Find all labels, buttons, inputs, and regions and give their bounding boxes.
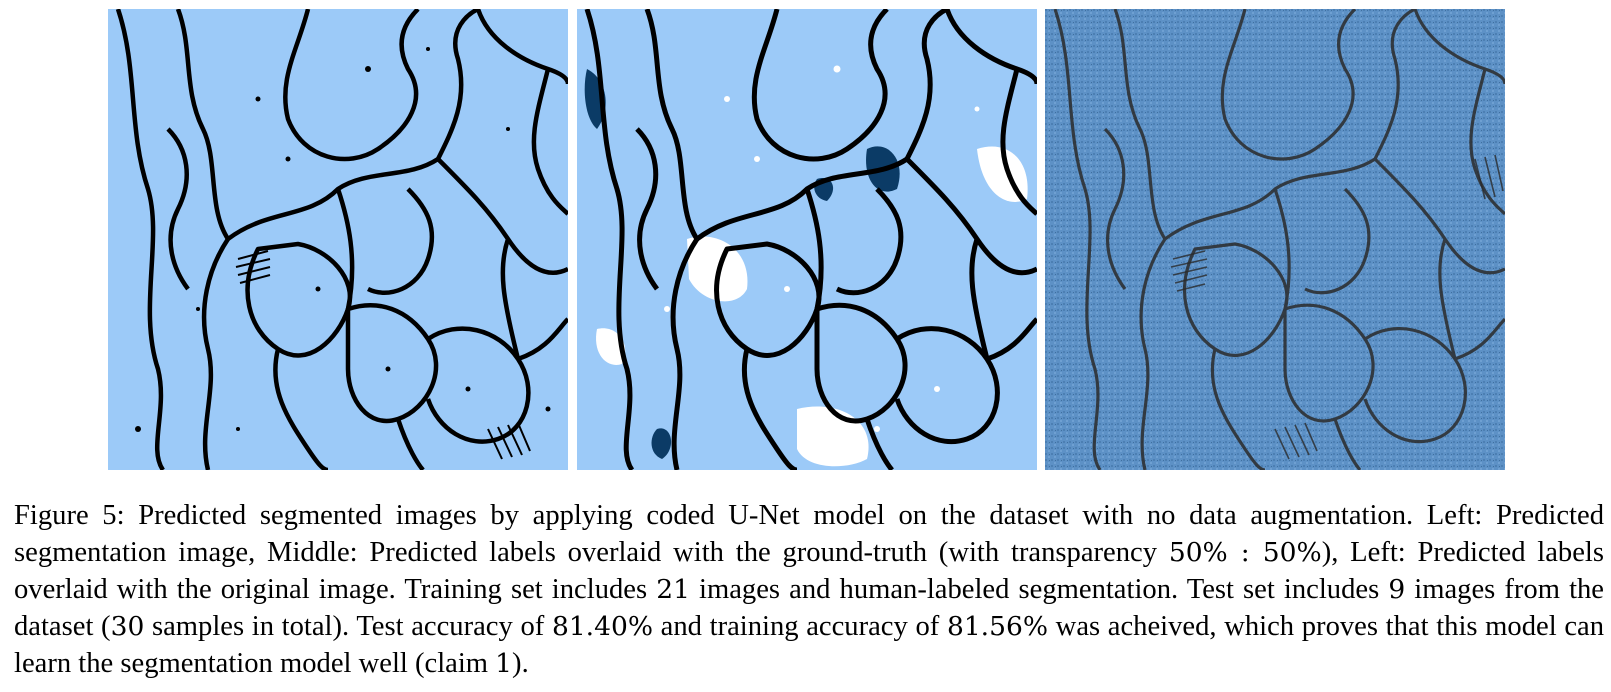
caption-part2: ), Left: Predicted labels overlaid with … (14, 537, 1604, 605)
caption-transparency: 50% : 50% (1168, 537, 1322, 568)
white-speckles-middle (664, 65, 980, 432)
panel-right-background (1045, 9, 1505, 470)
caption-part5: samples in total). Test accuracy of (144, 611, 552, 642)
caption-part7: was acheived, which proves that this mod… (14, 611, 1605, 679)
original-overlay-svg (1045, 9, 1505, 470)
predicted-segmentation-svg (108, 9, 568, 470)
figure-caption: Figure 5: Predicted segmented images by … (14, 497, 1604, 682)
cell-boundaries-right (1053, 9, 1505, 470)
striated-region-left (235, 250, 531, 460)
caption-train-count: 21 (656, 574, 690, 605)
ground-truth-overlay-svg (577, 9, 1037, 470)
caption-test-accuracy: 81.40% (551, 611, 653, 642)
figure-panels (108, 9, 1508, 470)
caption-train-accuracy: 81.56% (946, 611, 1048, 642)
panel-left-background (108, 9, 568, 470)
caption-claim-number: 1 (495, 648, 513, 679)
caption-part3: images and human-labeled segmentation. T… (689, 574, 1389, 605)
caption-total-count: 30 (110, 611, 145, 642)
caption-part8: ). (512, 648, 529, 679)
prediction-original-overlay-image (1045, 9, 1505, 470)
caption-lead: Figure 5: Predicted segmented images by … (14, 500, 1604, 568)
panel-middle-background (577, 9, 1037, 470)
speckles-left (135, 47, 551, 432)
prediction-ground-truth-overlay-image (577, 9, 1037, 470)
caption-part6: and training accuracy of (653, 611, 947, 642)
caption-test-count: 9 (1388, 574, 1406, 605)
predicted-segmentation-image (108, 9, 568, 470)
caption-part4: images from the dataset ( (14, 574, 1604, 642)
striated-region-right (1170, 154, 1504, 460)
cell-boundaries-left (115, 9, 568, 470)
cell-boundaries-middle (584, 9, 1037, 470)
